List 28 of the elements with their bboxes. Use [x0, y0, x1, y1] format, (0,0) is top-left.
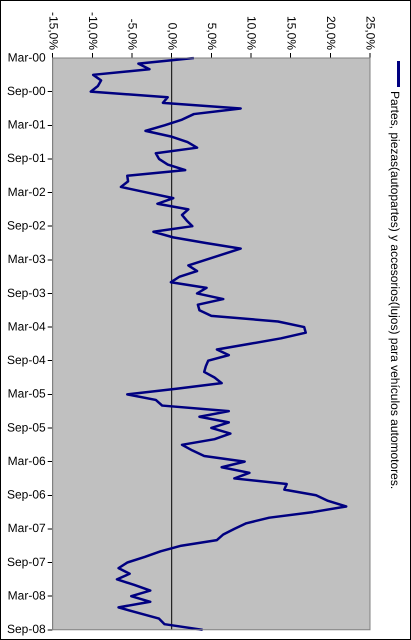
y-tick-label: Sep-07 [6, 554, 46, 569]
y-tick-label: Mar-01 [8, 118, 46, 132]
y-tick-label: Mar-02 [8, 184, 46, 199]
x-tick-label: -5,0% [126, 18, 140, 50]
y-tick-label: Mar-06 [8, 454, 46, 468]
y-tick-label: Sep-04 [6, 353, 46, 368]
x-tick-label: 0,0% [165, 22, 180, 50]
x-tick-label: -15,0% [46, 12, 60, 50]
y-tick-label: Mar-00 [8, 50, 46, 64]
x-tick-label: 25,0% [364, 16, 378, 50]
y-tick-label: Mar-07 [8, 521, 46, 536]
legend-label: Partes, piezas(autopartes) y accesorios(lujos) para vehículos automotores. [388, 91, 402, 490]
y-tick-label: Mar-04 [8, 319, 46, 334]
y-tick-label: Sep-02 [6, 218, 46, 232]
y-tick-label: Sep-08 [6, 622, 46, 636]
y-tick-label: Sep-01 [6, 151, 46, 166]
y-tick-label: Mar-03 [8, 252, 46, 266]
x-tick-label: 5,0% [205, 22, 220, 50]
y-tick-label: Sep-06 [6, 488, 46, 502]
x-tick-label: 15,0% [284, 16, 298, 50]
y-tick-label: Mar-08 [8, 588, 46, 602]
x-tick-label: 20,0% [324, 16, 338, 50]
y-tick-label: Sep-05 [6, 420, 46, 434]
y-tick-label: Sep-03 [6, 286, 46, 300]
x-tick-label: 10,0% [244, 16, 259, 50]
y-tick-label: Sep-00 [6, 84, 46, 98]
y-tick-label: Mar-05 [8, 386, 46, 401]
x-tick-label: -10,0% [86, 12, 100, 50]
